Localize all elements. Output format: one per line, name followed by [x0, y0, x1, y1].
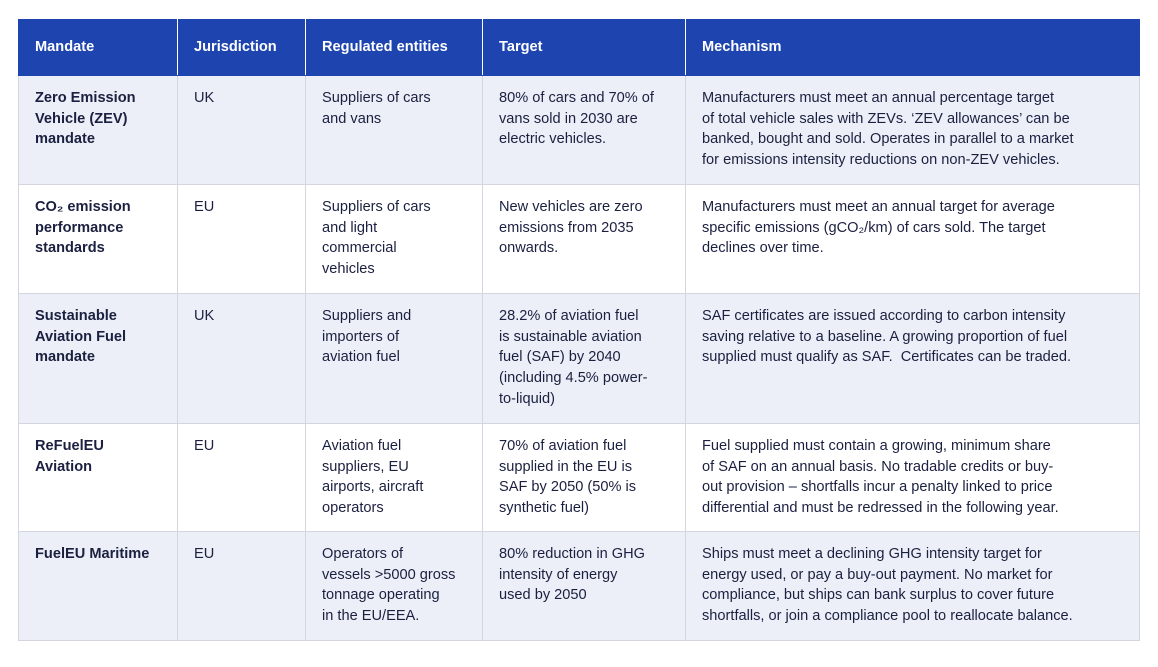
target-cell: 80% of cars and 70% of vans sold in 2030…	[482, 75, 686, 185]
mechanism-cell: Manufacturers must meet an annual percen…	[685, 75, 1140, 185]
entities-cell: Suppliers of cars and vans	[305, 75, 483, 185]
entities-cell: Aviation fuel suppliers, EU airports, ai…	[305, 423, 483, 532]
jurisdiction-cell: UK	[177, 293, 306, 424]
mandates-table: Mandate Jurisdiction Regulated entities …	[18, 19, 1140, 641]
header-regulated-entities: Regulated entities	[305, 19, 483, 76]
mechanism-cell: Ships must meet a declining GHG intensit…	[685, 531, 1140, 641]
header-target: Target	[482, 19, 686, 76]
entities-cell: Operators of vessels >5000 gross tonnage…	[305, 531, 483, 641]
target-cell: 80% reduction in GHG intensity of energy…	[482, 531, 686, 641]
target-cell: 28.2% of aviation fuel is sustainable av…	[482, 293, 686, 424]
mandate-cell: Sustainable Aviation Fuel mandate	[18, 293, 178, 424]
jurisdiction-cell: EU	[177, 531, 306, 641]
mechanism-cell: SAF certificates are issued according to…	[685, 293, 1140, 424]
table-row: Sustainable Aviation Fuel mandate UK Sup…	[18, 293, 1140, 424]
mechanism-cell: Manufacturers must meet an annual target…	[685, 184, 1140, 294]
mandate-cell: Zero Emission Vehicle (ZEV) mandate	[18, 75, 178, 185]
mechanism-cell: Fuel supplied must contain a growing, mi…	[685, 423, 1140, 532]
table-row: ReFuelEU Aviation EU Aviation fuel suppl…	[18, 423, 1140, 532]
header-jurisdiction: Jurisdiction	[177, 19, 306, 76]
jurisdiction-cell: EU	[177, 184, 306, 294]
jurisdiction-cell: EU	[177, 423, 306, 532]
jurisdiction-cell: UK	[177, 75, 306, 185]
mandate-cell: CO₂ emission performance standards	[18, 184, 178, 294]
target-cell: 70% of aviation fuel supplied in the EU …	[482, 423, 686, 532]
mandate-cell: ReFuelEU Aviation	[18, 423, 178, 532]
target-cell: New vehicles are zero emissions from 203…	[482, 184, 686, 294]
table-row: CO₂ emission performance standards EU Su…	[18, 184, 1140, 294]
header-mandate: Mandate	[18, 19, 178, 76]
header-row: Mandate Jurisdiction Regulated entities …	[18, 19, 1140, 76]
table-row: FuelEU Maritime EU Operators of vessels …	[18, 531, 1140, 641]
entities-cell: Suppliers of cars and light commercial v…	[305, 184, 483, 294]
header-mechanism: Mechanism	[685, 19, 1140, 76]
table-row: Zero Emission Vehicle (ZEV) mandate UK S…	[18, 75, 1140, 185]
mandate-cell: FuelEU Maritime	[18, 531, 178, 641]
entities-cell: Suppliers and importers of aviation fuel	[305, 293, 483, 424]
